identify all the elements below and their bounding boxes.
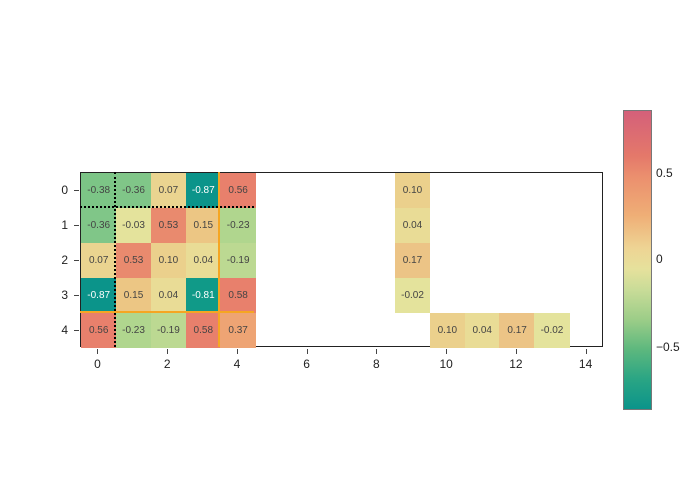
heatmap-cell: 0.58 [220,278,256,313]
x-tick-label: 2 [163,357,171,371]
dotted-divider-horizontal [80,206,255,208]
heatmap-cell: -0.19 [220,243,256,278]
x-tick-mark [446,349,448,354]
heatmap-cell: 0.07 [81,243,117,278]
heatmap-cell: 0.37 [220,313,256,348]
heatmap-cell: -0.03 [115,208,152,243]
heatmap-cell: 0.15 [115,278,152,313]
heatmap-cell: 0.56 [220,173,256,208]
heatmap-cell: -0.38 [81,173,117,208]
heatmap-plot-area: -0.38 -0.36 0.07 -0.87 0.56 -0.36 -0.03 0.53 0.1… [80,172,603,348]
heatmap-cell: 0.07 [150,173,187,208]
colorbar-tick-label: −0.5 [656,340,680,354]
heatmap-cell: 0.10 [429,313,466,348]
x-tick-mark [236,349,238,354]
heatmap-cell: 0.53 [150,208,187,243]
colorbar-tick-label: 0 [656,252,663,266]
heatmap-cell: 0.10 [394,173,431,208]
heatmap-cell: 0.17 [499,313,535,348]
heatmap-cell: -0.87 [185,173,221,208]
colorbar [623,110,652,410]
y-tick-label: 4 [61,322,68,337]
dotted-divider-vertical [113,172,116,347]
heatmap-cell: -0.81 [185,278,221,313]
heatmap-cell: 0.17 [394,243,431,278]
heatmap-cell: 0.04 [394,208,431,243]
x-tick-label: 8 [373,357,380,371]
y-tick-label: 3 [61,287,68,302]
heatmap-cell: -0.36 [115,173,152,208]
heatmap-cell: 0.04 [185,243,221,278]
orange-divider-vertical [218,172,221,347]
x-tick-label: 4 [233,357,241,371]
heatmap-cell: 0.53 [115,243,152,278]
x-tick-mark [167,349,169,354]
y-tick-mark [74,259,79,261]
y-tick-mark [74,329,79,331]
x-tick-label: 10 [439,357,453,371]
heatmap-cell: -0.87 [81,278,117,313]
x-tick-label: 14 [578,357,593,371]
heatmap-cell: 0.58 [185,313,221,348]
heatmap-cell: 0.04 [464,313,500,348]
x-tick-label: 0 [94,357,101,371]
y-tick-label: 0 [61,182,68,197]
y-tick-label: 1 [61,217,68,232]
heatmap-cell: -0.23 [115,313,152,348]
colorbar-tick-label: 0.5 [656,166,673,180]
x-tick-mark [306,349,308,354]
orange-divider-horizontal [80,311,255,313]
heatmap-cell: 0.56 [81,313,117,348]
y-tick-mark [74,189,79,191]
heatmap-cell: 0.10 [150,243,187,278]
heatmap-cell: -0.23 [220,208,256,243]
heatmap-cell: -0.36 [81,208,117,243]
heatmap-cell: -0.02 [534,313,570,348]
x-tick-mark [515,349,517,354]
heatmap-cell: -0.02 [394,278,431,313]
heatmap-cell: 0.15 [185,208,221,243]
x-tick-mark [97,349,99,354]
y-tick-mark [74,224,79,226]
y-tick-label: 2 [61,252,68,267]
heatmap-cell: -0.19 [150,313,187,348]
y-tick-mark [74,294,79,296]
x-tick-mark [376,349,378,354]
heatmap-cell: 0.04 [150,278,187,313]
x-tick-mark [585,349,587,354]
x-tick-label: 12 [509,357,523,371]
x-tick-label: 6 [303,357,310,371]
